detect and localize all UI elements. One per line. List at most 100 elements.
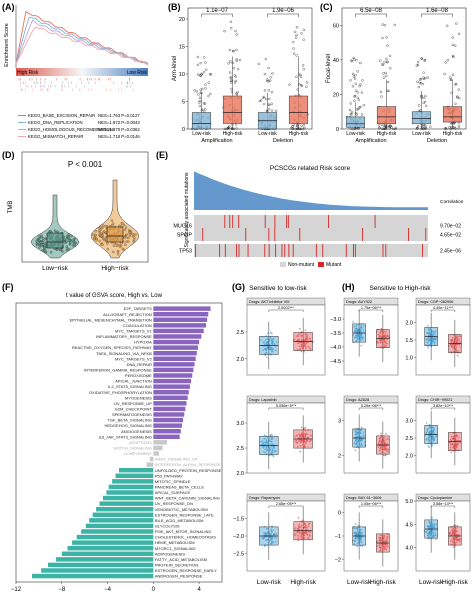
B-dot (208, 73, 212, 76)
d-dot (118, 245, 122, 248)
B-dot (203, 102, 207, 105)
h-facet-0-dot (380, 346, 382, 348)
g-facet-1-dot (297, 445, 299, 448)
d-dot (126, 240, 130, 243)
h-facet-5-dot (433, 522, 436, 525)
f-bar-label: ADIPOGENESIS (155, 551, 186, 556)
f-bar (153, 445, 163, 451)
h-facet-1-dot (451, 336, 454, 339)
g-facet-2-dot (262, 537, 264, 540)
h-facet-3-dot (429, 439, 431, 442)
f-xtick-label: 0 (152, 587, 156, 593)
h-facet-2-dot (353, 442, 355, 445)
h-facet-5-dot (458, 541, 461, 543)
h-facet-0-dot (385, 342, 387, 344)
f-xtick-label: −4 (104, 587, 112, 593)
B-dot (263, 89, 267, 92)
h-facet-5-dot (455, 529, 457, 531)
C-dot (388, 127, 392, 130)
C-dot (387, 89, 390, 93)
f-bar (153, 440, 168, 445)
h-facet-1-dot (450, 350, 452, 353)
f-bar (119, 467, 154, 473)
h-facet-1-dot (427, 347, 429, 349)
g-facet-0-dot (269, 331, 272, 334)
d-dot (104, 225, 107, 228)
h-facet-1-dot (427, 340, 430, 342)
h-facet-4-bracket (358, 505, 384, 508)
h-facet-0-dot (354, 330, 356, 333)
h-facet-2-pvalue: 5.29e−06*** (361, 404, 382, 408)
h-xtick-label-left-0: Low-risk (347, 579, 372, 586)
h-facet-3-dot (450, 439, 453, 442)
f-bar-label: PANCREAS_BETA_CELLS (155, 484, 204, 489)
g-facet-2-dot (266, 531, 269, 533)
e-mutant-mark (264, 215, 266, 236)
B-dot (270, 91, 274, 94)
g-facet-1-dot (304, 429, 307, 432)
h-facet-3-dot (432, 440, 435, 442)
h-facet-4-dot (354, 540, 356, 542)
g-facet-1-dot (266, 437, 269, 439)
B-dot (198, 96, 202, 99)
h-facet-4-dot (380, 540, 382, 542)
C-dot (454, 102, 457, 105)
h-facet-1-ytick-label: 1.0 (405, 356, 413, 362)
f-bar (81, 529, 154, 534)
g-facet-0-dot (265, 351, 267, 354)
g-facet-2-dot (298, 528, 300, 531)
a-ylabel: Enrichment Score (4, 23, 10, 67)
f-bar (56, 557, 154, 562)
g-facet-2-pvalue: 2.68e−05*** (276, 502, 297, 506)
h-facet-1-dot (456, 338, 458, 340)
h-facet-1-dot (427, 332, 430, 335)
g-facet-2-dot (272, 533, 275, 535)
g-facet-2-dot (271, 531, 273, 533)
g-facet-1-dot (304, 435, 307, 437)
f-bar (41, 568, 154, 573)
C-dot (352, 75, 356, 78)
f-bar (115, 473, 154, 478)
h-facet-4-dot (379, 548, 382, 551)
h-facet-5-dot (432, 532, 435, 534)
f-xtick-label: −8 (58, 587, 66, 593)
h-facet-1-dot (451, 339, 454, 341)
h-facet-0-dot (356, 336, 359, 338)
B-dot (235, 127, 238, 130)
h-facet-2-dot (354, 433, 357, 435)
h-facet-4-dot (354, 523, 357, 525)
B-dot (202, 102, 206, 105)
f-bar (108, 484, 154, 490)
B-dot (299, 75, 303, 78)
B-dot (236, 91, 239, 94)
h-facet-3-dot (425, 422, 428, 424)
g-facet-0-dot (271, 339, 273, 342)
h-facet-2-dot (357, 432, 360, 434)
f-bar (48, 562, 154, 568)
B-xtick-label: Low-risk (192, 131, 211, 137)
e-mutant-mark (264, 244, 266, 257)
h-facet-2-dot (386, 447, 388, 450)
h-facet-3-pvalue: 3.82e−10*** (433, 404, 454, 408)
h-facet-2-dot (354, 449, 357, 451)
h-facet-3-dot (428, 434, 430, 437)
g-facet-0-dot (269, 336, 272, 338)
d-box-0 (46, 232, 64, 249)
h-facet-1-dot (450, 339, 452, 342)
e-mutant-mark (345, 244, 347, 257)
h-facet-2-strip-title: Drugs: AZ628 (346, 398, 369, 402)
f-bar-label: FATTY_ACID_METABOLISM (155, 557, 207, 562)
h-facet-0-dot (383, 334, 386, 337)
panel-label-d: (D) (2, 150, 15, 160)
B-dot (228, 71, 232, 74)
e-gene-0: MUC16 (173, 224, 192, 230)
g-facet-0-dot (266, 346, 269, 348)
g-facet-0-dot (303, 342, 305, 344)
e-gene-2: TP53 (179, 249, 192, 255)
B-dot (235, 33, 239, 36)
h-facet-4-dot (379, 546, 382, 549)
B-dot (200, 72, 203, 76)
h-facet-1-dot (429, 332, 431, 335)
g-facet-1-dot (300, 426, 303, 429)
d-dot (41, 237, 45, 240)
